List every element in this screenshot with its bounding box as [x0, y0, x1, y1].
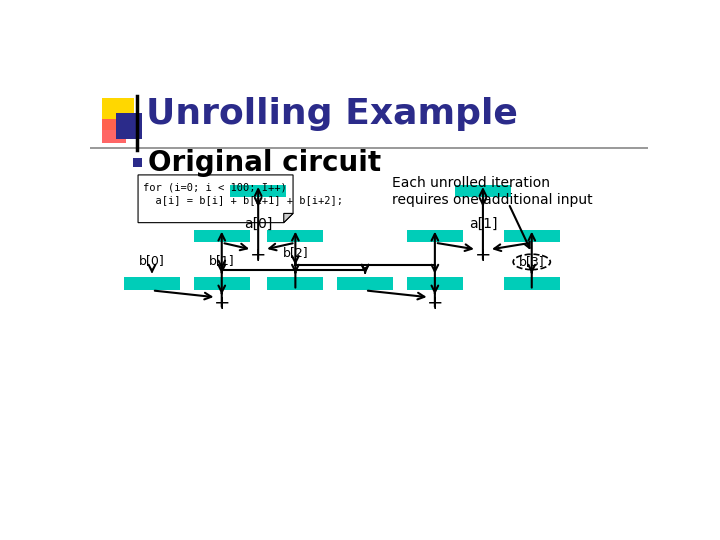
Bar	[116, 113, 142, 139]
Bar	[267, 278, 323, 289]
Ellipse shape	[513, 254, 550, 269]
Text: a[i] = b[i] + b[i+1] + b[i+2];: a[i] = b[i] + b[i+1] + b[i+2];	[143, 195, 343, 205]
Bar	[407, 278, 463, 289]
Polygon shape	[138, 175, 293, 222]
Polygon shape	[284, 213, 293, 222]
Bar	[194, 278, 250, 289]
Bar	[102, 98, 134, 130]
Text: +: +	[427, 294, 443, 313]
Bar	[504, 230, 559, 242]
Text: +: +	[474, 246, 491, 265]
Bar	[132, 158, 142, 167]
Bar	[455, 185, 510, 197]
Text: b[3]: b[3]	[519, 255, 544, 268]
Bar	[407, 230, 463, 242]
Text: b[0]: b[0]	[139, 254, 165, 267]
Text: Original circuit: Original circuit	[148, 148, 382, 177]
Bar	[337, 278, 393, 289]
Text: b[1]: b[1]	[209, 254, 235, 267]
Bar	[230, 185, 286, 197]
Bar	[267, 230, 323, 242]
Bar	[124, 278, 180, 289]
Text: +: +	[214, 294, 230, 313]
Text: Unrolling Example: Unrolling Example	[145, 97, 518, 131]
Text: b[2]: b[2]	[282, 246, 308, 259]
Text: a[1]: a[1]	[469, 217, 498, 231]
Text: for (i=0; i < 100; I++): for (i=0; i < 100; I++)	[143, 183, 287, 193]
Text: Each unrolled iteration
requires one additional input: Each unrolled iteration requires one add…	[392, 177, 593, 207]
Text: a[0]: a[0]	[244, 217, 272, 231]
Bar	[504, 278, 559, 289]
Text: +: +	[250, 246, 266, 265]
Bar	[194, 230, 250, 242]
Bar	[102, 119, 127, 143]
